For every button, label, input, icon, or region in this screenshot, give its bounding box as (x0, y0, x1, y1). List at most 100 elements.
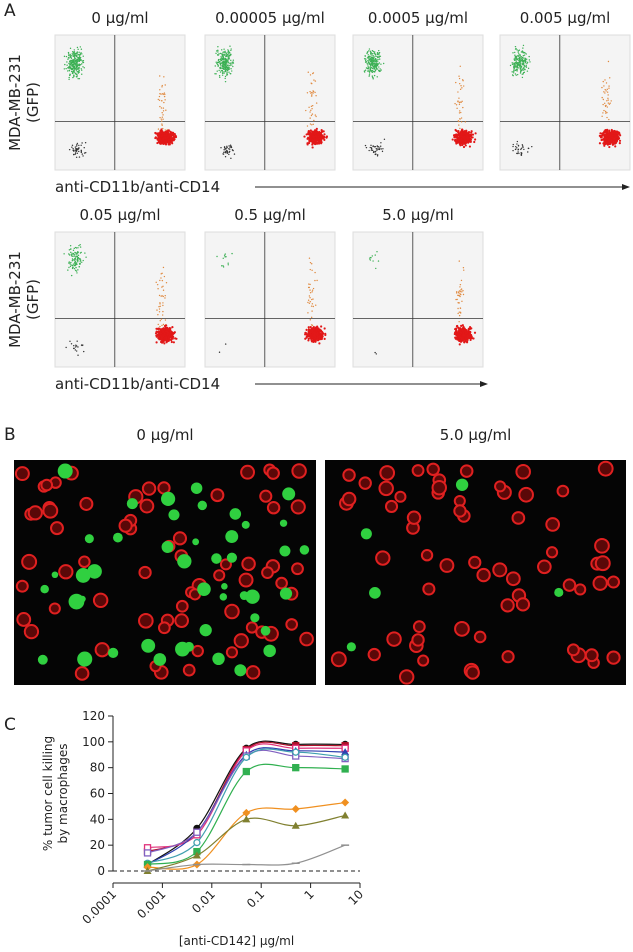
flow-plot (353, 35, 483, 170)
dot (81, 142, 82, 143)
dot (71, 255, 72, 256)
y-axis-label: (GFP) (24, 82, 42, 123)
dot (605, 89, 606, 90)
dot (311, 324, 312, 325)
dot (78, 72, 79, 73)
red-cell (507, 572, 520, 585)
dot (225, 81, 226, 82)
dot (74, 57, 75, 58)
dot (460, 66, 461, 67)
dot (172, 335, 174, 337)
dot (317, 329, 319, 331)
dot (162, 114, 163, 115)
dot (309, 297, 310, 298)
dot (69, 66, 70, 67)
dot (603, 81, 604, 82)
red-cell (120, 520, 132, 532)
dot (517, 59, 518, 60)
x-tick-label: 10 (345, 887, 366, 908)
dot (308, 72, 309, 73)
arrow-head (480, 381, 488, 387)
dot (70, 262, 71, 263)
dot (166, 282, 167, 283)
dot (70, 48, 71, 49)
green-cell (191, 482, 202, 493)
dot (80, 246, 81, 247)
y-tick-label: 40 (90, 812, 105, 826)
dot (75, 152, 76, 153)
dot (515, 46, 516, 47)
dot (370, 59, 371, 60)
red-cell (235, 634, 248, 647)
dot (84, 152, 85, 153)
dot (80, 145, 81, 146)
dot (515, 146, 516, 147)
dot (525, 58, 526, 59)
dot (461, 87, 462, 88)
dot (159, 75, 160, 76)
dot (313, 306, 314, 307)
dot (159, 117, 160, 118)
green-cell (280, 587, 292, 599)
red-cell (400, 670, 413, 683)
dot (76, 66, 77, 67)
red-cell (242, 558, 255, 571)
dot (514, 55, 515, 56)
dot (454, 138, 456, 140)
red-cell (495, 481, 505, 491)
dot (604, 79, 605, 80)
red-cell (519, 488, 533, 502)
dot (160, 93, 161, 94)
dot (313, 329, 315, 331)
dot (605, 140, 607, 142)
dot (319, 137, 321, 139)
dot (319, 335, 321, 337)
dot (315, 328, 317, 330)
dot (159, 106, 160, 107)
dot (373, 60, 374, 61)
dot (374, 75, 375, 76)
dot (519, 56, 520, 57)
green-cell (220, 593, 227, 600)
red-cell (455, 622, 469, 636)
fit-curve (148, 750, 346, 853)
dot (156, 282, 157, 283)
red-cell (292, 464, 305, 477)
dot (374, 51, 375, 52)
dot (233, 62, 234, 63)
dot (307, 92, 308, 93)
dot (222, 70, 223, 71)
dot (82, 155, 83, 156)
red-cell (418, 656, 428, 666)
dot (163, 296, 164, 297)
dot (323, 139, 325, 141)
dot (162, 305, 163, 306)
dot (370, 61, 371, 62)
dot (226, 74, 227, 75)
flow-plot (55, 232, 185, 367)
dot (76, 350, 77, 351)
dot (463, 269, 464, 270)
green-cell (77, 652, 92, 667)
dot (470, 327, 472, 329)
dot (512, 52, 513, 53)
dot (377, 52, 378, 53)
dot (164, 99, 165, 100)
marker (145, 850, 151, 856)
dot (375, 63, 376, 64)
dot (516, 49, 517, 50)
dot (223, 61, 224, 62)
dot (307, 302, 308, 303)
green-cell (52, 571, 59, 578)
dot (174, 331, 176, 333)
dot (524, 69, 525, 70)
dot (228, 56, 229, 57)
red-cell (558, 486, 569, 497)
dot (317, 142, 319, 144)
dot (165, 319, 166, 320)
dot (309, 287, 310, 288)
dot (313, 79, 314, 80)
dot (71, 147, 72, 148)
dot (224, 78, 225, 79)
dot (521, 57, 522, 58)
